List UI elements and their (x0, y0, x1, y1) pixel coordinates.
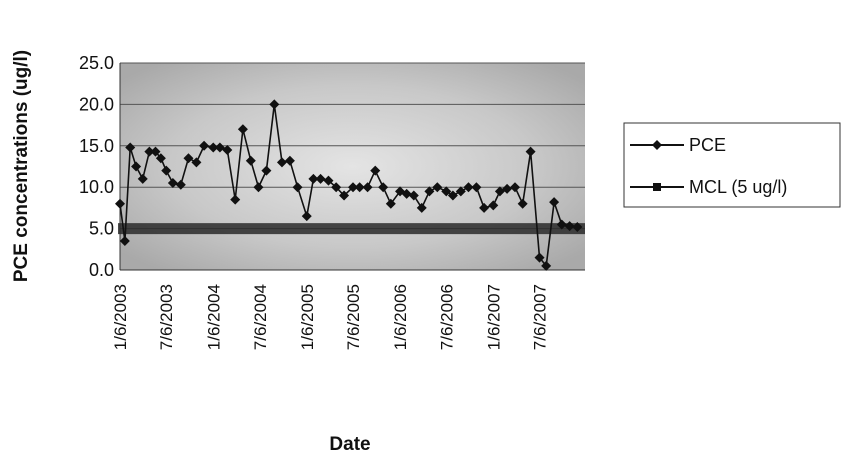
pce-point (245, 155, 256, 166)
pce-point (331, 182, 342, 193)
legend-mcl-marker (653, 183, 661, 191)
pce-point (150, 146, 161, 157)
pce-point (525, 146, 536, 157)
pce-point (315, 173, 326, 184)
pce-point (564, 221, 575, 232)
pce-point (447, 190, 458, 201)
pce-point (354, 182, 365, 193)
pce-point (308, 173, 319, 184)
pce-point (339, 190, 350, 201)
pce-point (284, 155, 295, 166)
pce-point (370, 165, 381, 176)
x-tick-label: 1/6/2005 (298, 284, 317, 350)
pce-point (549, 197, 560, 208)
y-tick-label: 10.0 (79, 177, 114, 197)
x-tick-label: 7/6/2006 (437, 284, 456, 350)
pce-point (455, 186, 466, 197)
pce-point (517, 198, 528, 209)
pce-point (237, 124, 248, 135)
pce-point (161, 165, 172, 176)
pce-point (502, 183, 513, 194)
pce-point (222, 144, 233, 155)
y-tick-label: 0.0 (89, 260, 114, 280)
pce-point (131, 161, 142, 172)
pce-point (119, 236, 130, 247)
pce-point (175, 179, 186, 190)
x-tick-label: 7/6/2003 (157, 284, 176, 350)
pce-point (137, 173, 148, 184)
pce-point (323, 175, 334, 186)
x-tick-label: 7/6/2004 (251, 284, 270, 350)
legend-box (623, 122, 841, 208)
pce-point (556, 219, 567, 230)
pce-point (479, 202, 490, 213)
pce-point (424, 186, 435, 197)
y-tick-label: 25.0 (79, 53, 114, 73)
pce-point (572, 221, 583, 232)
pce-point (230, 194, 241, 205)
gridlines (119, 62, 585, 271)
y-tick-label: 5.0 (89, 219, 114, 239)
pce-point (276, 157, 287, 168)
x-axis-title: Date (329, 434, 370, 455)
pce-point (155, 153, 166, 164)
y-tick-label: 15.0 (79, 136, 114, 156)
y-tick-label: 20.0 (79, 94, 114, 114)
pce-point (432, 182, 443, 193)
pce-point (115, 198, 125, 209)
pce-point (292, 182, 303, 193)
legend: PCE MCL (5 ug/l) (623, 122, 841, 208)
pce-point (471, 182, 482, 193)
pce-point (534, 252, 545, 263)
pce-point (385, 198, 396, 209)
x-axis-ticks: 1/6/2003 7/6/2003 1/6/2004 7/6/2004 1/6/2005… (111, 284, 550, 350)
pce-point (208, 142, 219, 153)
pce-point (378, 182, 389, 193)
pce-point (408, 190, 419, 201)
plot-area-background (120, 63, 585, 270)
pce-point (167, 178, 178, 189)
pce-point (261, 165, 272, 176)
pce-point (362, 182, 373, 193)
series-markers (115, 99, 583, 271)
legend-mcl-label: MCL (5 ug/l) (689, 177, 787, 197)
pce-point (509, 182, 520, 193)
pce-point (441, 186, 452, 197)
pce-point (301, 211, 312, 222)
pce-point (183, 153, 194, 164)
pce-point (253, 182, 264, 193)
x-tick-label: 1/6/2006 (391, 284, 410, 350)
pce-point (144, 146, 155, 157)
y-axis-ticks: 0.0 5.0 10.0 15.0 20.0 25.0 (79, 53, 114, 280)
y-axis-title: PCE concentrations (ug/l) (11, 50, 32, 282)
x-tick-label: 1/6/2007 (484, 284, 503, 350)
legend-pce-label: PCE (689, 135, 726, 155)
pce-point (125, 142, 136, 153)
pce-point (541, 260, 552, 271)
legend-pce-marker (652, 140, 662, 150)
pce-point (348, 182, 359, 193)
pce-point (488, 200, 499, 211)
pce-point (269, 99, 280, 110)
pce-point (199, 140, 210, 151)
x-tick-label: 1/6/2003 (111, 284, 130, 350)
x-tick-label: 1/6/2004 (204, 284, 223, 350)
pce-point (463, 182, 474, 193)
x-tick-label: 7/6/2005 (344, 284, 363, 350)
pce-point (401, 188, 412, 199)
pce-point (191, 157, 202, 168)
x-tick-label: 7/6/2007 (531, 284, 550, 350)
pce-point (416, 202, 427, 213)
